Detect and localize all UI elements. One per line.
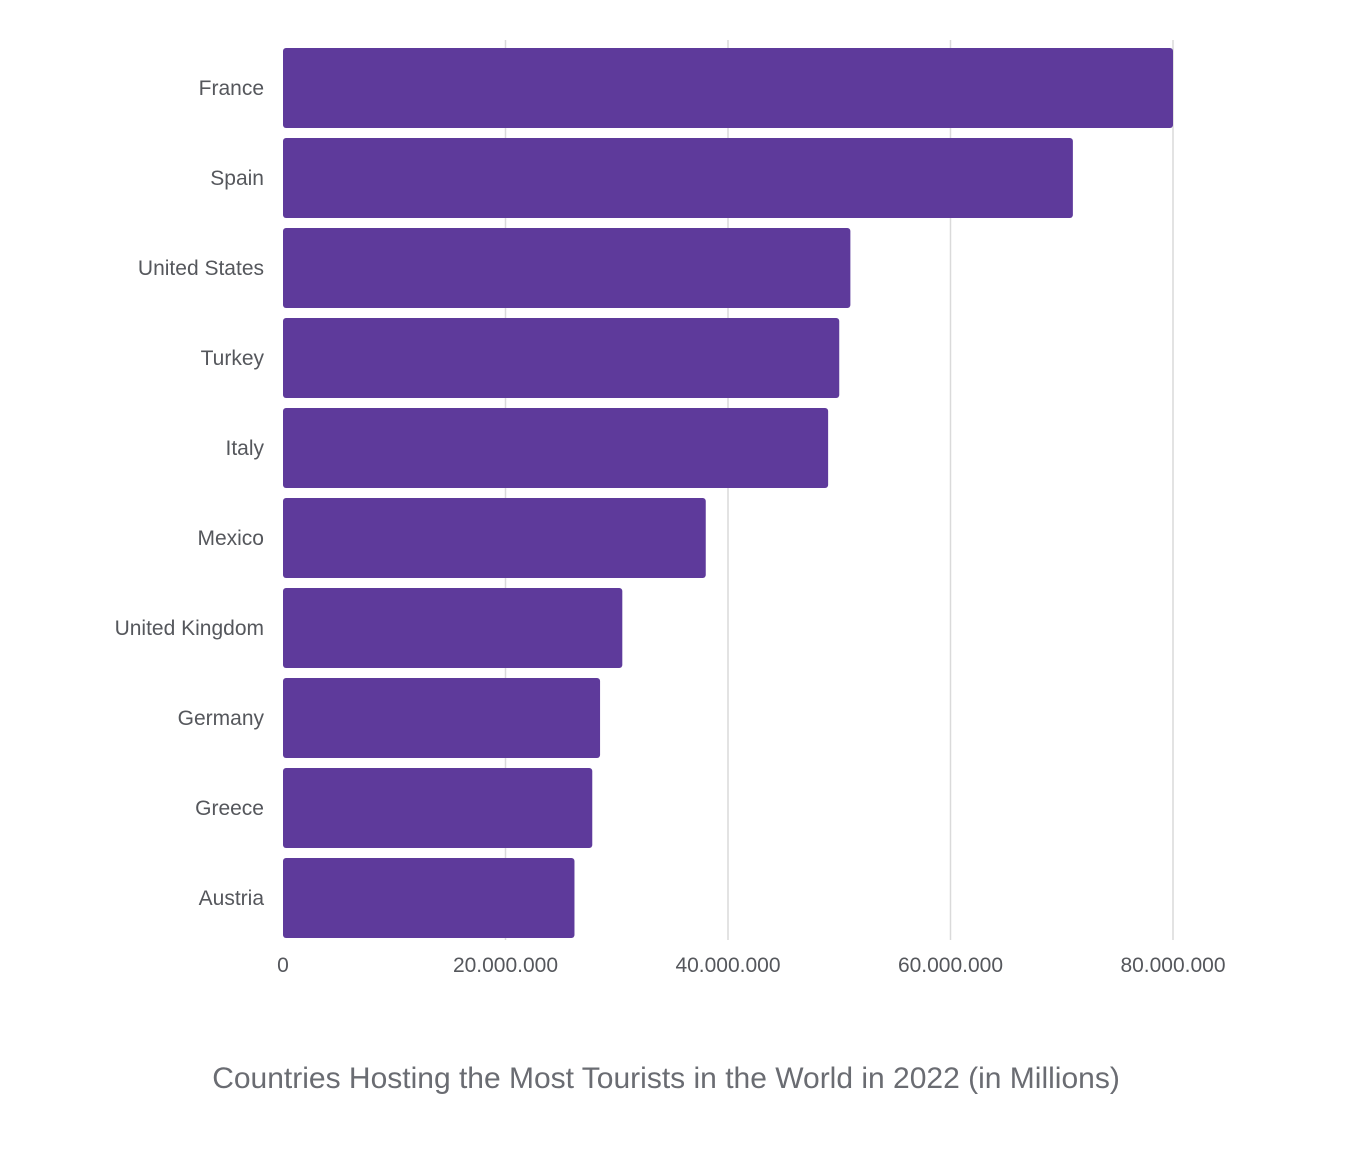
bar xyxy=(283,228,851,308)
bar xyxy=(283,858,575,938)
x-tick-label: 40.000.000 xyxy=(675,954,780,977)
bar xyxy=(283,408,829,488)
category-label: Mexico xyxy=(197,527,264,550)
bar xyxy=(283,318,840,398)
x-axis-tick-labels: 0 20.000.000 40.000.000 60.000.000 80.000.00… xyxy=(277,954,1225,977)
category-label: Spain xyxy=(210,167,264,190)
category-label: France xyxy=(199,77,264,100)
bar xyxy=(283,678,601,758)
bar xyxy=(283,768,593,848)
bars xyxy=(283,48,1173,938)
x-tick-label: 0 xyxy=(277,954,289,977)
chart-title: Countries Hosting the Most Tourists in t… xyxy=(212,1062,1120,1095)
x-tick-label: 80.000.000 xyxy=(1120,954,1225,977)
bar xyxy=(283,588,623,668)
category-label: United States xyxy=(138,257,264,280)
category-label: United Kingdom xyxy=(115,617,264,640)
x-tick-label: 60.000.000 xyxy=(898,954,1003,977)
category-label: Austria xyxy=(199,887,265,910)
category-label: Turkey xyxy=(201,347,265,370)
x-tick-label: 20.000.000 xyxy=(453,954,558,977)
category-label: Italy xyxy=(225,437,264,460)
bar xyxy=(283,138,1073,218)
category-labels: France Spain United States Turkey Italy Mexic… xyxy=(115,77,265,910)
category-label: Germany xyxy=(178,707,265,730)
category-label: Greece xyxy=(195,797,264,820)
bar xyxy=(283,48,1173,128)
bar xyxy=(283,498,706,578)
